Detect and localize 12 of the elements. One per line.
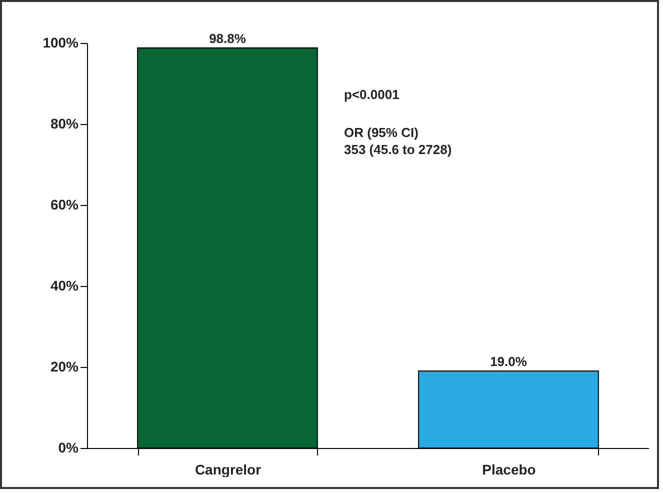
y-tick-label: 80% xyxy=(50,116,80,132)
annotation: OR (95% CI) xyxy=(344,125,418,140)
y-tick-label: 60% xyxy=(50,196,80,212)
data-label: 98.8% xyxy=(209,30,246,46)
y-tick-label: 40% xyxy=(50,278,80,294)
annotation: 353 (45.6 to 2728) xyxy=(344,142,452,157)
x-tick-label: Placebo xyxy=(482,462,536,478)
y-tick-label: 20% xyxy=(50,358,80,374)
y-tick-label: 0% xyxy=(58,440,80,456)
y-tick-label: 100% xyxy=(42,34,80,50)
data-label: 19.0% xyxy=(490,354,528,370)
annotation: p<0.0001 xyxy=(344,87,400,102)
